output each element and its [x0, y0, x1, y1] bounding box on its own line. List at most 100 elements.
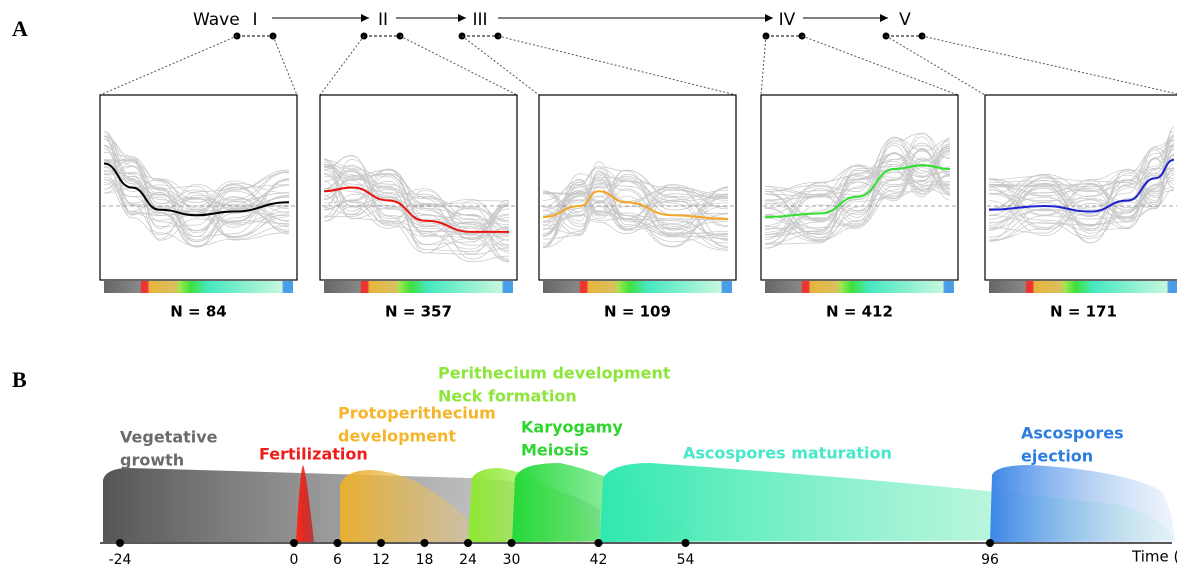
zoom-line	[921, 35, 1177, 95]
profile-line	[103, 159, 290, 242]
zoom-line	[99, 35, 238, 96]
panel-b: -24 0 6 12 18 24 30 42 54 96 Vegetative growth Ferti…	[109, 364, 1124, 569]
profile-line	[103, 159, 290, 241]
profile-line	[323, 174, 510, 255]
tick-label: 30	[503, 552, 521, 568]
profile-line	[988, 190, 1175, 238]
wave-numeral: IV	[779, 10, 796, 30]
profile-line	[988, 169, 1175, 203]
profile-line	[542, 170, 729, 235]
profile-line	[988, 127, 1175, 229]
profile-line	[542, 177, 729, 235]
profile-line	[764, 137, 951, 231]
wave-numeral: V	[899, 10, 911, 30]
profile-line	[988, 134, 1175, 231]
stage-label: Neck formation	[438, 387, 577, 406]
mean-profile	[542, 190, 729, 220]
tick-dot	[116, 539, 124, 547]
stage-label: growth	[120, 451, 184, 470]
profile-line	[323, 173, 510, 231]
tick-label: 18	[416, 552, 434, 568]
profile-line	[103, 152, 290, 232]
profile-line	[988, 138, 1175, 241]
profile-line	[988, 146, 1175, 227]
profile-line	[103, 160, 290, 211]
profile-line	[542, 179, 729, 226]
panel-label: A	[12, 16, 28, 41]
tick-dot	[333, 539, 342, 547]
profile-line	[542, 161, 729, 248]
profile-line	[542, 188, 729, 221]
stage-label: Protoperithecium	[338, 404, 496, 423]
profile-line	[323, 159, 510, 254]
profile-line	[764, 150, 951, 245]
profile-line	[988, 170, 1175, 234]
zoom-line	[497, 35, 737, 96]
stage-label: ejection	[1021, 447, 1093, 466]
profile-line	[542, 181, 729, 235]
zoom-line	[461, 35, 540, 96]
profile-line	[988, 169, 1175, 210]
profile-line	[323, 158, 510, 262]
profile-line	[764, 145, 951, 238]
stage-label: Perithecium development	[438, 364, 671, 383]
profile-line	[988, 147, 1175, 242]
time-bar	[324, 281, 513, 293]
profile-line	[323, 164, 510, 263]
profile-line	[542, 166, 729, 249]
profile-line	[103, 145, 290, 242]
profile-line	[103, 134, 290, 248]
profile-line	[542, 168, 729, 219]
profile-line	[542, 189, 729, 234]
profile-line	[988, 174, 1175, 216]
profile-line	[323, 155, 510, 246]
profile-line	[103, 165, 290, 218]
profile-line	[988, 164, 1175, 242]
zoom-line	[272, 35, 298, 96]
stage-shape	[296, 465, 314, 542]
time-bar	[543, 281, 732, 293]
profile-line	[103, 136, 290, 238]
profile-line	[764, 142, 951, 244]
stage-label: Karyogamy	[521, 418, 623, 437]
axis-title: Time (h)	[1131, 548, 1177, 566]
profile-line	[988, 155, 1175, 212]
mean-profile	[764, 164, 951, 219]
mean-profile	[323, 186, 509, 233]
stage-label: Ascospores	[1021, 424, 1124, 443]
profile-line	[103, 148, 290, 246]
mean-profile	[988, 158, 1175, 213]
profile-line	[542, 184, 729, 241]
profile-line	[764, 144, 951, 236]
stage-shapes	[103, 463, 1175, 542]
arrow-head	[765, 14, 773, 22]
time-bar	[989, 281, 1177, 293]
profile-line	[542, 169, 729, 228]
arrow-head	[880, 14, 888, 22]
stage-label: Meiosis	[521, 441, 589, 460]
profile-line	[103, 138, 290, 239]
profile-line	[323, 154, 510, 255]
profile-line	[323, 168, 510, 240]
profile-line	[988, 154, 1175, 208]
mean-profile	[103, 162, 290, 217]
profile-line	[103, 136, 290, 210]
stage-label: Fertilization	[259, 445, 368, 464]
tick-dot	[681, 539, 690, 547]
profile-line	[764, 153, 951, 239]
profile-line	[988, 149, 1175, 236]
wave-numeral: II	[378, 10, 388, 30]
arrow-head	[361, 14, 369, 22]
cluster-size: N = 171	[1050, 303, 1117, 321]
cluster-size: N = 84	[170, 303, 226, 321]
profile-line	[323, 169, 510, 236]
zoom-line	[319, 35, 365, 96]
tick-label: 0	[290, 552, 299, 568]
profile-line	[323, 164, 510, 222]
profile-line	[988, 144, 1175, 216]
wave-numeral: III	[472, 10, 487, 30]
profile-line	[323, 164, 510, 234]
profile-line	[103, 145, 290, 229]
cluster-box	[760, 94, 959, 281]
profile-line	[988, 168, 1175, 234]
